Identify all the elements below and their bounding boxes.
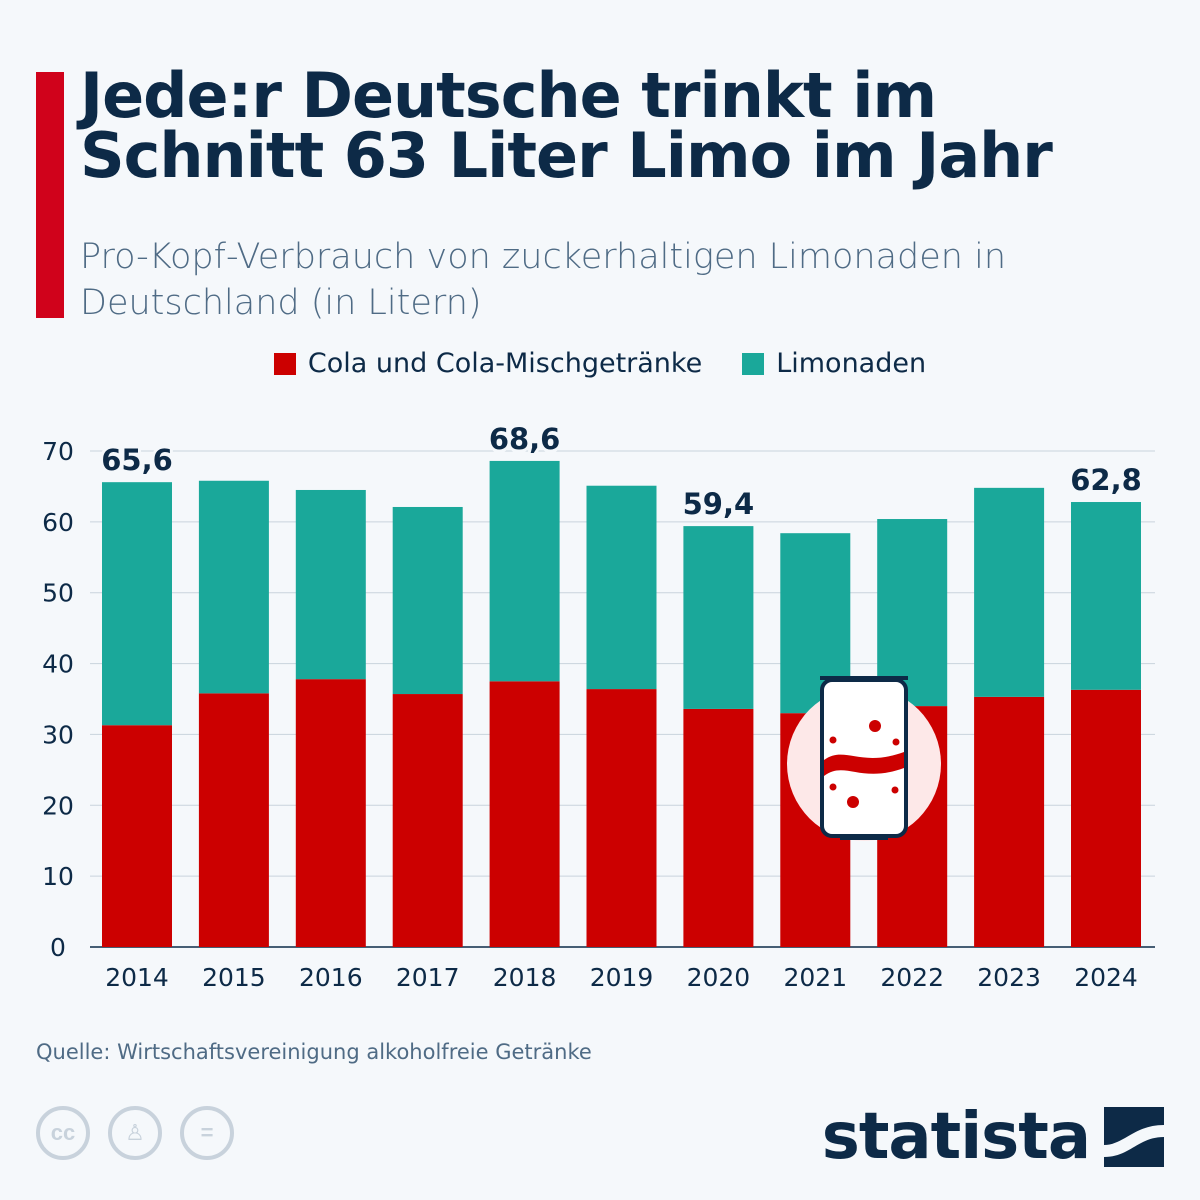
bar-cola-2014 [102, 725, 172, 947]
bar-limonaden-2017 [392, 506, 463, 695]
data-label-2018: 68,6 [489, 422, 561, 456]
x-tick-label: 2024 [1074, 963, 1138, 992]
legend-swatch-cola [273, 352, 296, 375]
data-label-2020: 59,4 [683, 487, 755, 521]
bar-cola-2020 [683, 708, 754, 947]
bar-limonaden-2020 [683, 526, 754, 709]
x-tick-label: 2023 [977, 963, 1041, 992]
y-tick-label: 50 [42, 579, 74, 608]
x-tick-label: 2022 [880, 963, 944, 992]
brand-name: statista [821, 1100, 1091, 1174]
data-label-2024: 62,8 [1070, 463, 1142, 497]
source-note: Quelle: Wirtschaftsvereinigung alkoholfr… [36, 1040, 592, 1064]
y-tick-label: 60 [42, 508, 74, 537]
bar-cola-2018 [489, 681, 560, 947]
legend-item-limonaden: Limonaden [742, 348, 926, 379]
bar-cola-2015 [198, 693, 269, 947]
data-label-2014: 65,6 [101, 443, 173, 477]
bar-cola-2017 [392, 694, 463, 947]
title-accent-bar [36, 72, 64, 318]
y-tick-label: 70 [42, 437, 74, 466]
y-tick-label: 10 [42, 862, 74, 891]
bar-limonaden-2015 [198, 480, 269, 694]
y-tick-label: 40 [42, 650, 74, 679]
bar-limonaden-2023 [974, 487, 1045, 697]
x-tick-label: 2019 [590, 963, 654, 992]
bar-limonaden-2018 [489, 460, 560, 682]
bar-limonaden-2019 [586, 485, 657, 690]
x-tick-label: 2020 [687, 963, 751, 992]
page-title: Jede:r Deutsche trinkt im Schnitt 63 Lit… [80, 59, 1053, 192]
x-tick-label: 2015 [202, 963, 266, 992]
no-derivatives-icon: = [180, 1106, 234, 1160]
subtitle: Pro-Kopf-Verbrauch von zuckerhaltigen Li… [80, 237, 1007, 323]
bar-limonaden-2024 [1071, 502, 1141, 690]
bar-limonaden-2022 [877, 519, 948, 707]
legend-swatch-limonaden [742, 352, 765, 375]
attribution-icon: ♙ [108, 1106, 162, 1160]
statista-logo-icon [1104, 1107, 1164, 1167]
x-tick-label: 2016 [299, 963, 363, 992]
bar-cola-2024 [1071, 689, 1141, 947]
x-tick-label: 2021 [783, 963, 847, 992]
legend: Cola und Cola-Mischgetränke Limonaden [0, 348, 1200, 379]
bar-cola-2023 [974, 696, 1045, 947]
legend-label-limonaden: Limonaden [776, 348, 927, 379]
bar-limonaden-2016 [295, 489, 366, 680]
y-tick-label: 20 [42, 791, 74, 820]
statista-logo: statista [822, 1100, 1164, 1174]
x-tick-label: 2014 [105, 963, 169, 992]
y-tick-label: 30 [42, 720, 74, 749]
x-tick-label: 2017 [396, 963, 460, 992]
bar-cola-2016 [295, 679, 366, 947]
bar-cola-2019 [586, 689, 657, 947]
legend-item-cola: Cola und Cola-Mischgetränke [273, 348, 703, 379]
soda-can-icon [787, 676, 941, 841]
x-tick-label: 2018 [493, 963, 557, 992]
legend-label-cola: Cola und Cola-Mischgetränke [307, 348, 703, 379]
cc-icon: cc [36, 1106, 90, 1160]
bar-limonaden-2014 [102, 482, 172, 726]
y-tick-label: 0 [50, 933, 66, 962]
